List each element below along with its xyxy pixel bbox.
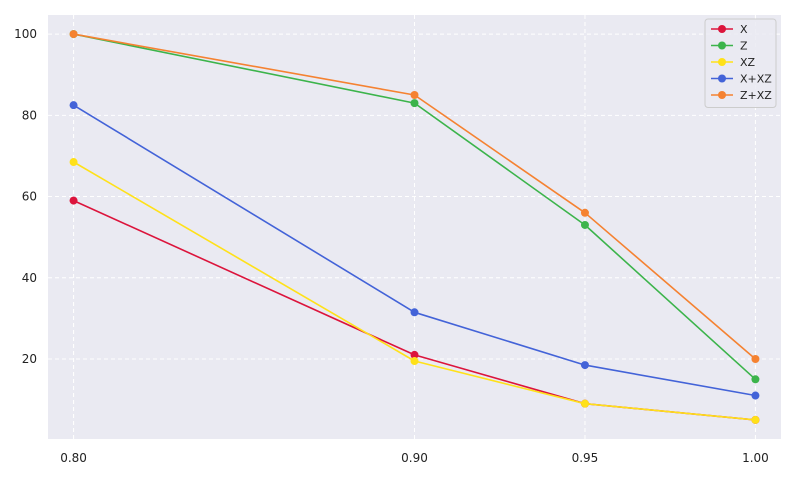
x-tick-label: 0.95 — [572, 451, 599, 465]
data-point — [751, 415, 760, 424]
series-line — [73, 161, 756, 421]
y-tick-label: 40 — [22, 271, 37, 285]
x-tick-label: 1.00 — [742, 451, 769, 465]
legend-label: Z+XZ — [740, 89, 772, 102]
series-group — [69, 30, 760, 424]
data-point — [69, 196, 78, 205]
legend-item: X+XZ — [711, 73, 772, 86]
y-tick-label: 100 — [14, 27, 37, 41]
data-point — [580, 361, 589, 370]
series-line — [73, 33, 756, 360]
data-point — [751, 375, 760, 384]
data-point — [69, 158, 78, 167]
legend-swatch-marker — [718, 25, 726, 33]
legend-swatch-marker — [718, 91, 726, 99]
legend-item: X — [711, 23, 748, 36]
legend-label: Z — [740, 40, 748, 53]
series-x-xz — [69, 101, 760, 400]
legend: XZ XZ X+XZ Z+XZ — [704, 18, 777, 108]
legend-label: X — [740, 23, 748, 36]
legend-label: X+XZ — [740, 73, 772, 86]
data-point — [751, 391, 760, 400]
series-line — [73, 33, 756, 380]
data-point — [69, 101, 78, 110]
x-tick-label: 0.90 — [401, 451, 428, 465]
series-line — [73, 104, 756, 397]
legend-item: Z+XZ — [711, 89, 772, 102]
legend-item: XZ — [711, 56, 756, 69]
data-point — [410, 308, 419, 317]
data-point — [580, 399, 589, 408]
data-point — [580, 220, 589, 229]
data-point — [410, 350, 419, 359]
data-point — [69, 30, 78, 39]
legend-label: XZ — [740, 56, 756, 69]
y-tick-label: 80 — [22, 108, 37, 122]
legend-swatch-marker — [718, 58, 726, 66]
legend-item: Z — [711, 40, 748, 53]
data-point — [580, 208, 589, 217]
data-point — [410, 91, 419, 100]
data-point — [751, 354, 760, 363]
y-tick-label: 20 — [22, 352, 37, 366]
x-tick-label: 0.80 — [60, 451, 87, 465]
data-point — [410, 357, 419, 366]
series-z-xz — [69, 30, 760, 363]
legend-swatch-marker — [718, 74, 726, 83]
legend-frame — [704, 18, 777, 108]
data-point — [410, 99, 419, 108]
x-axis: 0.80 0.90 0.95 1.00 — [60, 451, 769, 465]
legend-swatch-marker — [718, 41, 726, 50]
y-tick-label: 60 — [22, 190, 37, 204]
y-axis: 20 40 60 80 100 — [14, 27, 37, 366]
series-xz — [69, 158, 760, 424]
